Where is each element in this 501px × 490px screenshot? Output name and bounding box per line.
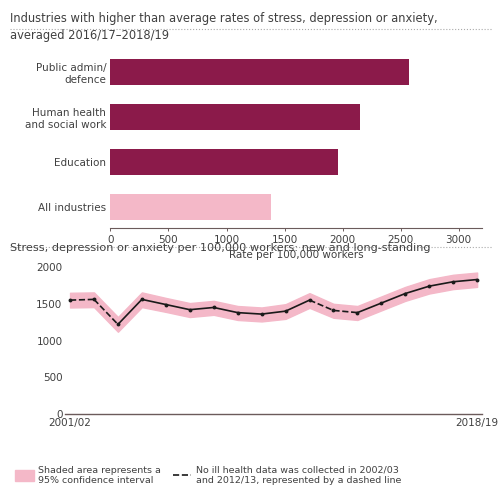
Text: Stress, depression or anxiety per 100,000 workers: new and long-standing: Stress, depression or anxiety per 100,00… bbox=[10, 243, 430, 252]
Legend: Shaded area represents a
95% confidence interval, No ill health data was collect: Shaded area represents a 95% confidence … bbox=[15, 466, 401, 485]
Bar bbox=[110, 194, 270, 220]
X-axis label: Rate per 100,000 workers: Rate per 100,000 workers bbox=[228, 250, 363, 260]
Bar bbox=[110, 59, 408, 85]
Bar bbox=[110, 104, 359, 130]
Bar bbox=[110, 149, 337, 175]
Text: Industries with higher than average rates of stress, depression or anxiety,
aver: Industries with higher than average rate… bbox=[10, 12, 437, 42]
